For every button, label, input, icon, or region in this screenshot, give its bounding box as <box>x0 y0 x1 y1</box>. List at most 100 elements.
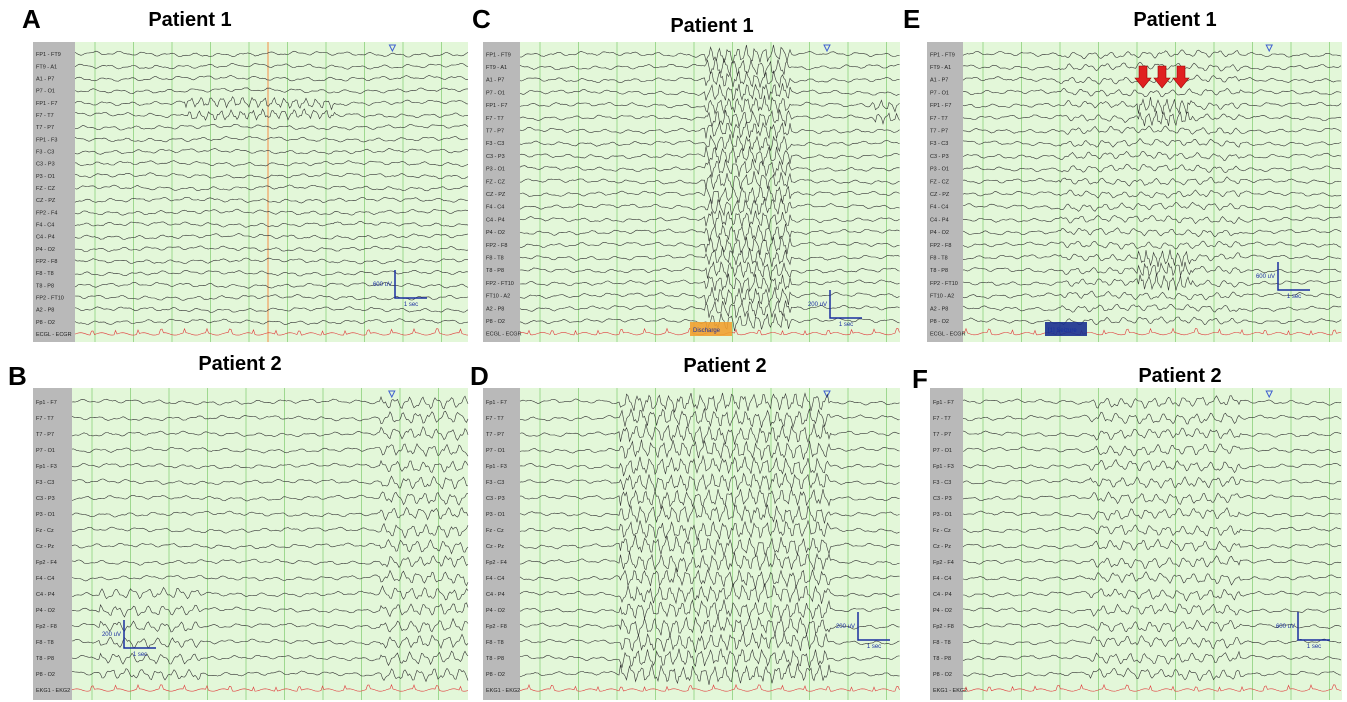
eeg-trace <box>74 160 469 167</box>
channel-label: FP2 - FT10 <box>930 281 958 287</box>
channel-strip <box>930 388 963 700</box>
eeg-trace <box>519 519 900 542</box>
eeg-panel: E Patient 1 FP1 - FT9 FT9 - A1 A1 - P7 P7 - O… <box>903 4 1342 342</box>
channel-label: ECGL - ECGR <box>36 332 72 338</box>
channel-label: Fp2 - F8 <box>486 624 507 630</box>
channel-label: Fp1 - F7 <box>933 400 954 406</box>
channel-label: P7 - O1 <box>486 448 505 454</box>
channel-label: FP2 - F8 <box>486 243 507 249</box>
panel-letter: A <box>22 4 41 34</box>
eeg-trace <box>962 138 1342 148</box>
channel-label: T8 - P8 <box>930 268 948 274</box>
eeg-trace <box>962 411 1342 425</box>
channel-label: P3 - O1 <box>930 167 949 173</box>
channel-label: FP1 - FT9 <box>930 52 955 58</box>
eeg-trace <box>963 588 1342 602</box>
channel-label: T7 - P7 <box>486 432 504 438</box>
scale-time: 1 sec <box>1287 294 1301 300</box>
eeg-trace <box>71 539 469 555</box>
channel-label: Fp2 - F4 <box>933 560 954 566</box>
eeg-trace <box>962 163 1342 174</box>
arrow <box>1153 65 1171 89</box>
channel-label: P4 - O2 <box>486 608 505 614</box>
channel-label: Cz - Pz <box>36 544 54 550</box>
eeg-trace <box>75 245 469 252</box>
channel-label: C4 - P4 <box>933 592 952 598</box>
eeg-trace <box>519 287 900 306</box>
eeg-trace <box>74 172 469 180</box>
channel-label: FT10 - A2 <box>486 294 510 300</box>
eeg-trace <box>519 663 900 685</box>
channel-label: EKG1 - EKG2 <box>36 688 70 694</box>
channel-label: P7 - O1 <box>930 90 949 96</box>
eeg-trace <box>519 109 900 128</box>
scale-time: 1 sec <box>867 644 881 650</box>
channel-label: FP2 - F8 <box>930 243 951 249</box>
panel-letter: D <box>470 361 489 391</box>
eeg-trace <box>71 667 469 683</box>
channel-label: P4 - O2 <box>486 230 505 236</box>
channel-label: Fp2 - F8 <box>933 624 954 630</box>
channel-label: A2 - P8 <box>36 308 54 314</box>
channel-label: FP2 - F8 <box>36 259 57 265</box>
eeg-trace <box>962 227 1342 238</box>
eeg-trace <box>519 599 900 620</box>
channel-label: P8 - O2 <box>933 672 952 678</box>
scale-bar <box>829 290 862 319</box>
channel-label: FP1 - F3 <box>36 137 57 143</box>
channel-label: Cz - Pz <box>933 544 951 550</box>
scale-bar <box>1297 612 1330 641</box>
eeg-trace <box>71 602 469 618</box>
channel-label: A2 - P8 <box>930 306 948 312</box>
plot-area <box>520 42 900 342</box>
eeg-trace <box>74 62 469 70</box>
channel-label: Fz - Cz <box>36 528 54 534</box>
channel-label: F7 - T7 <box>930 116 948 122</box>
scale-time: 1 sec <box>839 322 853 328</box>
channel-label: T8 - P8 <box>933 656 951 662</box>
ecg-trace <box>963 327 1342 336</box>
panel-title: Patient 2 <box>1138 365 1221 387</box>
channel-label: CZ - PZ <box>930 192 950 198</box>
eeg-trace <box>71 395 469 410</box>
channel-label: FT9 - A1 <box>486 65 507 71</box>
eeg-trace <box>962 395 1342 409</box>
channel-label: A2 - P8 <box>486 306 504 312</box>
scale-bar <box>394 270 427 299</box>
channel-label: EKG1 - EKG2 <box>486 688 520 694</box>
channel-label: FP1 - F7 <box>930 103 951 109</box>
channel-label: P8 - O2 <box>36 320 55 326</box>
scale-time: 1 sec <box>1307 644 1321 650</box>
eeg-trace <box>519 197 900 217</box>
plot-area <box>72 388 468 700</box>
eeg-trace <box>962 603 1342 617</box>
channel-label: F7 - T7 <box>36 113 54 119</box>
channel-label: P8 - O2 <box>36 672 55 678</box>
ecg-trace <box>71 683 469 692</box>
eeg-trace <box>962 459 1342 474</box>
eeg-trace <box>519 454 900 477</box>
eeg-trace <box>74 96 469 111</box>
eeg-trace <box>962 249 1342 268</box>
panel-title: Patient 1 <box>1133 9 1216 31</box>
channel-label: F3 - C3 <box>930 141 948 147</box>
plot-area <box>963 42 1342 342</box>
eeg-trace <box>962 491 1342 505</box>
eeg-trace <box>519 583 900 605</box>
eeg-trace <box>519 273 900 294</box>
marker <box>1265 44 1274 53</box>
channel-label: T7 - P7 <box>36 125 54 131</box>
eeg-trace <box>74 281 469 289</box>
eeg-trace <box>962 303 1341 313</box>
channel-label: Fp2 - F8 <box>36 624 57 630</box>
eeg-trace <box>962 110 1342 127</box>
channel-label: FP1 - F7 <box>36 101 57 107</box>
channel-label: FZ - CZ <box>36 186 56 192</box>
channel-label: FP1 - FT9 <box>36 52 61 58</box>
eeg-trace <box>71 506 469 521</box>
channel-label: FT10 - A2 <box>930 294 954 300</box>
scale-amplitude: 600 uV <box>373 282 392 288</box>
channel-label: P3 - O1 <box>486 167 505 173</box>
channel-label: C4 - P4 <box>36 235 55 241</box>
